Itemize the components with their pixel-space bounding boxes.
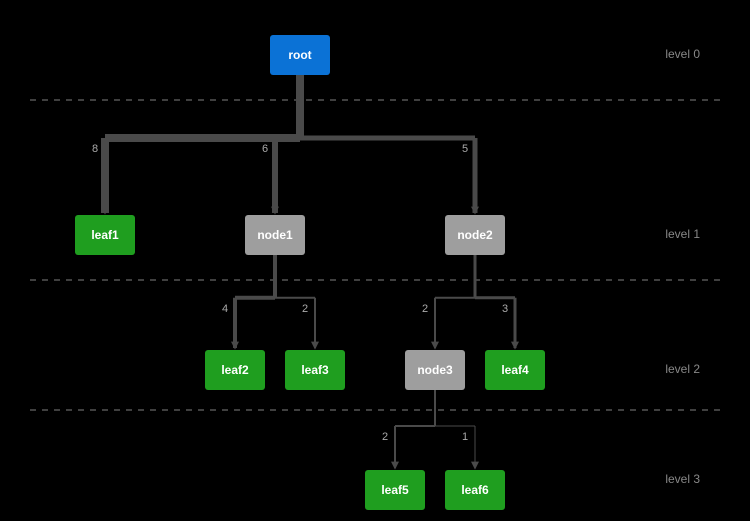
node-label: root: [288, 48, 311, 62]
node-label: leaf3: [301, 363, 329, 377]
tree-node-leaf5: leaf5: [365, 470, 425, 510]
edge-weight-label: 8: [92, 143, 98, 155]
edge-weight-label: 2: [302, 303, 308, 315]
level-label: level 3: [665, 472, 700, 486]
tree-node-leaf1: leaf1: [75, 215, 135, 255]
level-label: level 2: [665, 362, 700, 376]
tree-node-leaf3: leaf3: [285, 350, 345, 390]
tree-node-node3: node3: [405, 350, 465, 390]
node-label: node2: [457, 228, 493, 242]
node-label: leaf4: [501, 363, 529, 377]
edge-weight-label: 5: [462, 143, 468, 155]
node-label: leaf6: [461, 483, 489, 497]
edge-weight-label: 2: [382, 431, 388, 443]
tree-node-leaf2: leaf2: [205, 350, 265, 390]
tree-node-leaf6: leaf6: [445, 470, 505, 510]
edge-weight-label: 6: [262, 143, 268, 155]
node-label: node1: [257, 228, 293, 242]
tree-node-root: root: [270, 35, 330, 75]
edge-weight-label: 3: [502, 303, 508, 315]
node-label: leaf1: [91, 228, 119, 242]
node-label: node3: [417, 363, 453, 377]
level-label: level 0: [665, 47, 700, 61]
edges: 8 6 5 4 2 2 3 2 1: [92, 75, 515, 468]
tree-node-node2: node2: [445, 215, 505, 255]
tree-node-node1: node1: [245, 215, 305, 255]
tree-diagram: level 0 level 1 level 2 level 3 8 6 5 4 2 2 3 2 1 roo…: [0, 0, 750, 521]
edge-weight-label: 2: [422, 303, 428, 315]
tree-node-leaf4: leaf4: [485, 350, 545, 390]
node-label: leaf5: [381, 483, 409, 497]
level-guides: level 0 level 1 level 2 level 3: [30, 47, 720, 486]
edge-weight-label: 4: [222, 303, 228, 315]
node-label: leaf2: [221, 363, 249, 377]
level-label: level 1: [665, 227, 700, 241]
edge-weight-label: 1: [462, 431, 468, 443]
